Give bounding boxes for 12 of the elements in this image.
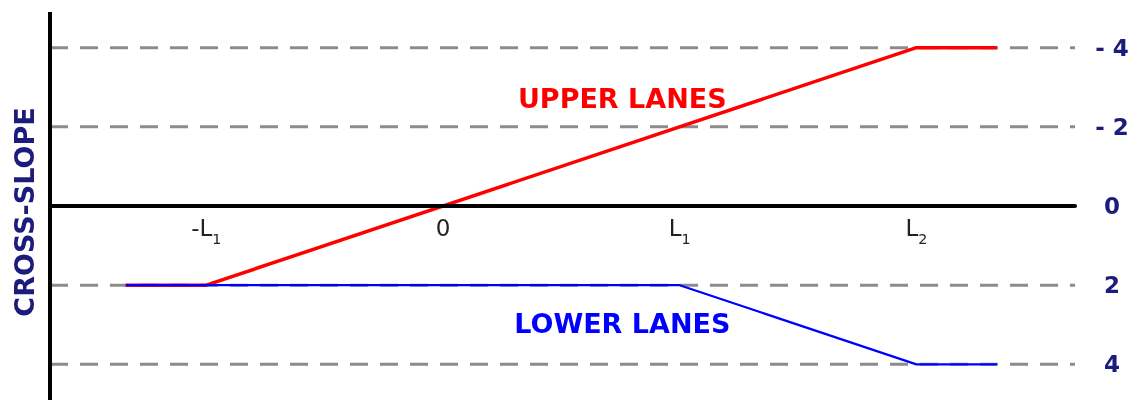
series-label: LOWER LANES xyxy=(514,307,731,339)
y-tick-label: 4 xyxy=(1103,351,1121,378)
series-label: UPPER LANES xyxy=(517,82,727,114)
y-tick-label: - 2 xyxy=(1095,113,1129,140)
x-tick-label: -L$_{1}$ xyxy=(191,215,222,247)
y-tick-label: - 4 xyxy=(1095,34,1129,61)
y-axis-title: CROSS-SLOPE xyxy=(8,107,40,317)
x-tick-label: L$_{1}$ xyxy=(668,215,691,247)
x-tick-label: L$_{2}$ xyxy=(905,215,928,247)
y-tick-label: 0 xyxy=(1103,193,1121,219)
x-tick-label: 0 xyxy=(435,215,451,241)
y-tick-label: 2 xyxy=(1103,272,1121,299)
